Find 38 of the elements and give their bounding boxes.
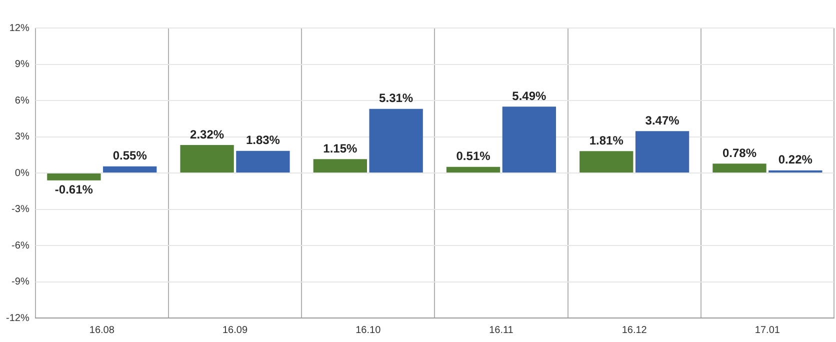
bar [369, 108, 423, 172]
y-tick-label: 12% [9, 22, 30, 34]
x-tick-label: 16.08 [89, 324, 115, 336]
bar [103, 166, 157, 172]
bar [502, 106, 556, 172]
x-tick-label: 17.01 [754, 324, 780, 336]
data-label: 2.32% [190, 127, 224, 142]
data-label: 5.49% [512, 88, 547, 103]
bar [236, 150, 290, 172]
bar [446, 166, 500, 172]
data-label: 0.78% [722, 146, 757, 160]
x-tick-label: 16.11 [489, 324, 514, 336]
data-label: 1.15% [323, 141, 358, 156]
x-tick-label: 16.09 [222, 324, 248, 336]
y-tick-label: 3% [14, 132, 30, 142]
bar [635, 131, 690, 172]
bar [580, 151, 634, 172]
data-label: 5.31% [379, 91, 414, 106]
x-tick-label: 16.10 [356, 324, 382, 336]
y-tick-label: -3% [12, 204, 30, 215]
bar [712, 164, 766, 172]
bar [180, 144, 234, 172]
bar [313, 159, 367, 172]
y-tick-label: -9% [12, 276, 30, 288]
y-tick-label: -6% [12, 240, 30, 252]
y-tick-label: 9% [14, 59, 30, 70]
data-label: 0.22% [778, 152, 813, 167]
y-tick-label: -12% [6, 312, 30, 324]
data-label: 3.47% [645, 113, 680, 128]
bar [47, 174, 101, 180]
y-tick-label: 6% [14, 95, 30, 106]
data-label: 0.51% [456, 149, 491, 164]
data-label: 1.83% [246, 133, 280, 148]
y-tick-label: 0% [14, 168, 30, 179]
data-label: 1.81% [589, 133, 624, 148]
data-label: -0.61% [54, 182, 94, 197]
data-label: 0.55% [112, 148, 148, 163]
x-tick-label: 16.12 [622, 324, 648, 336]
